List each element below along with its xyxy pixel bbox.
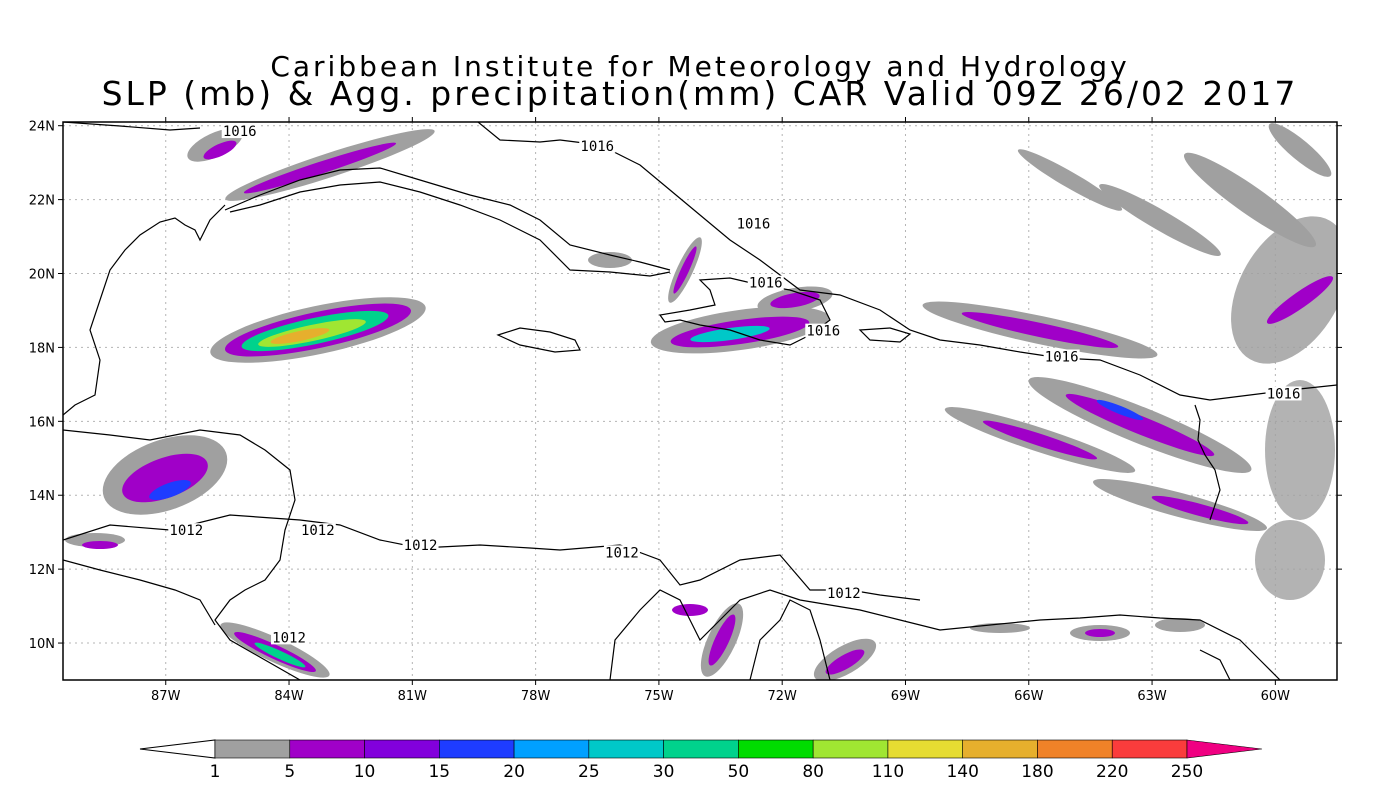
isobar-label: 1012	[404, 538, 438, 554]
isobar-label: 1016	[1267, 386, 1301, 402]
isobar-label-bg	[603, 545, 640, 560]
colorbar-low-arrow	[139, 739, 216, 759]
isobar-label: 1016	[580, 139, 614, 155]
isobar-label-bg	[825, 586, 862, 601]
colorbar-segment	[812, 739, 889, 759]
isobar-label-bg	[747, 275, 784, 290]
colorbar-segment	[663, 739, 739, 759]
lat-tick-label: 16N	[29, 415, 55, 430]
colorbar-label: 110	[872, 762, 904, 782]
lon-tick-label: 60W	[1261, 689, 1291, 704]
isobar-label: 1012	[301, 523, 335, 539]
coastlines	[63, 122, 1337, 680]
isobar-label-bg	[1043, 349, 1080, 364]
lat-tick-label: 12N	[29, 563, 55, 578]
axis-ticks: 87W 84W 81W 78W 75W 72W 69W 66W 63W 60W 10N 12N 14N 1…	[29, 117, 1342, 704]
precipitation-field	[65, 123, 1337, 680]
lat-tick-label: 10N	[29, 637, 55, 652]
isobar-label-bg	[168, 523, 205, 538]
lon-tick-label: 81W	[398, 689, 428, 704]
colorbar-high-arrow	[1186, 739, 1263, 759]
isobar-label-bg	[1265, 386, 1302, 401]
isobar-label: 1016	[749, 276, 783, 292]
colorbar-segment	[513, 739, 590, 759]
isobar-label: 1016	[1045, 350, 1079, 366]
colorbar-segment	[1111, 739, 1188, 759]
isobar-label: 1012	[169, 523, 203, 539]
title-line-1: Caribbean Institute for Meteorology and …	[270, 50, 1130, 83]
map-frame	[62, 121, 1338, 681]
colorbar-segment	[588, 739, 664, 759]
colorbar-segment	[214, 739, 291, 759]
colorbar-label: 80	[802, 762, 824, 782]
lon-tick-label: 84W	[274, 689, 304, 704]
precipitation-colorbar: 1 5 10 15 20 25 30 50 80 110 140 180 220 250	[139, 739, 1263, 782]
isobar-label-bg	[805, 323, 842, 338]
colorbar-segment	[439, 739, 515, 759]
lon-tick-label: 72W	[767, 689, 797, 704]
isobar-label: 1016	[806, 324, 840, 340]
isobar-label-bg	[735, 216, 772, 231]
colorbar-segment	[364, 739, 440, 759]
isobar-labels: 1016 1016 1016 1016 1016 1016 1016 1012 1012 1012…	[168, 124, 1302, 646]
colorbar-segment	[962, 739, 1038, 759]
lat-tick-label: 22N	[29, 194, 55, 209]
colorbar-label: 25	[578, 762, 600, 782]
isobar-label-bg	[271, 630, 308, 645]
colorbar-label: 220	[1096, 762, 1128, 782]
colorbar-label: 15	[428, 762, 450, 782]
isobar-label-bg	[221, 124, 258, 139]
lat-tick-label: 14N	[29, 489, 55, 504]
lon-tick-label: 63W	[1137, 689, 1167, 704]
colorbar-label: 10	[354, 762, 376, 782]
lon-tick-label: 78W	[521, 689, 551, 704]
colorbar-label: 5	[284, 762, 295, 782]
isobar-label-bg	[299, 523, 336, 538]
lon-tick-label: 87W	[151, 689, 181, 704]
colorbar-segment	[887, 739, 963, 759]
isobar-label: 1016	[737, 216, 771, 232]
title-line-2: SLP (mb) & Agg. precipitation(mm) CAR Va…	[101, 74, 1299, 113]
isobar-label: 1012	[605, 545, 639, 561]
colorbar-label: 1	[210, 762, 221, 782]
lon-tick-label: 69W	[891, 689, 921, 704]
colorbar-label: 30	[653, 762, 675, 782]
colorbar-label: 140	[946, 762, 978, 782]
isobar-label-bg	[579, 138, 616, 153]
lat-tick-label: 18N	[29, 341, 55, 356]
colorbar-label: 180	[1021, 762, 1053, 782]
lat-tick-label: 24N	[29, 120, 55, 135]
colorbar-label: 20	[503, 762, 525, 782]
colorbar-segment	[289, 739, 365, 759]
colorbar-label: 250	[1171, 762, 1203, 782]
colorbar-segment	[738, 739, 814, 759]
isobar-label: 1012	[827, 586, 861, 602]
colorbar-segment	[1037, 739, 1113, 759]
isobar-label-bg	[402, 537, 439, 552]
isobar-label: 1016	[223, 124, 257, 140]
colorbar-label: 50	[728, 762, 750, 782]
lon-tick-label: 66W	[1014, 689, 1044, 704]
isobar-label: 1012	[272, 630, 306, 646]
lon-tick-label: 75W	[644, 689, 674, 704]
lat-tick-label: 20N	[29, 268, 55, 283]
